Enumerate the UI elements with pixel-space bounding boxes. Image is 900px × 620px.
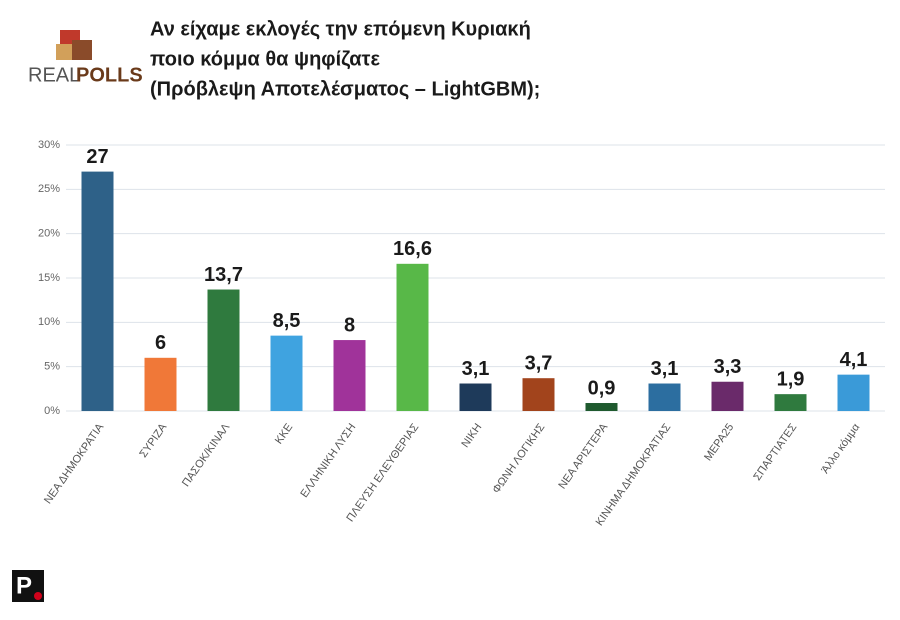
value-label: 3,7 xyxy=(525,352,553,374)
x-tick-label: ΣΠΑΡΤΙΑΤΕΣ xyxy=(751,421,799,483)
logo-text: REAL xyxy=(28,64,80,86)
brand-mark-text: P xyxy=(16,572,32,599)
value-label: 4,1 xyxy=(840,349,868,371)
bar xyxy=(396,263,429,411)
bar xyxy=(144,357,177,411)
value-label: 6 xyxy=(155,332,166,354)
bar xyxy=(333,340,366,411)
y-tick-label: 0% xyxy=(44,405,60,417)
value-label: 3,1 xyxy=(462,358,490,380)
x-tick-label: ΠΑΣΟΚ/ΚΙΝΑΛ xyxy=(180,421,233,489)
chart-title: Αν είχαμε εκλογές την επόμενη Κυριακή xyxy=(150,18,531,40)
x-tick-label: ΚΙΝΗΜΑ ΔΗΜΟΚΡΑΤΙΑΣ xyxy=(594,421,674,528)
x-tick-label: ΕΛΛΗΝΙΚΗ ΛΥΣΗ xyxy=(298,421,358,499)
bar xyxy=(207,289,240,411)
logo-text: POLLS xyxy=(76,64,143,86)
brand-dot xyxy=(34,592,42,600)
x-tick-label: Άλλο κόμμα xyxy=(819,421,862,476)
value-label: 13,7 xyxy=(204,264,243,286)
y-tick-label: 25% xyxy=(38,183,60,195)
x-tick-label: ΝΙΚΗ xyxy=(459,421,484,449)
value-label: 0,9 xyxy=(588,377,616,399)
value-label: 3,1 xyxy=(651,358,679,380)
logo-cube xyxy=(56,44,72,60)
value-label: 3,3 xyxy=(714,356,742,378)
bar xyxy=(711,381,744,411)
x-tick-label: ΣΥΡΙΖΑ xyxy=(137,421,169,460)
bar xyxy=(270,335,303,411)
y-tick-label: 30% xyxy=(38,139,60,151)
x-tick-label: ΠΛΕΥΣΗ ΕΛΕΥΘΕΡΙΑΣ xyxy=(344,421,421,524)
x-tick-label: ΜΕΡΑ25 xyxy=(702,422,736,464)
logo: REAL POLLS xyxy=(28,30,143,86)
x-tick-label: ΝΕΑ ΑΡΙΣΤΕΡΑ xyxy=(556,421,610,491)
y-tick-label: 15% xyxy=(38,272,60,284)
x-tick-label: ΝΕΑ ΔΗΜΟΚΡΑΤΙΑ xyxy=(42,421,107,506)
bar xyxy=(774,394,807,411)
bar xyxy=(81,171,114,411)
value-label: 8,5 xyxy=(273,310,301,332)
logo-cube xyxy=(72,40,92,60)
y-tick-label: 5% xyxy=(44,361,60,373)
bar xyxy=(648,383,681,411)
chart-title: (Πρόβλεψη Αποτελέσματος – LightGBM); xyxy=(150,78,540,100)
value-label: 1,9 xyxy=(777,368,805,390)
bar xyxy=(837,374,870,411)
x-tick-label: ΚΚΕ xyxy=(273,422,295,447)
y-tick-label: 10% xyxy=(38,316,60,328)
bar xyxy=(522,378,555,411)
value-label: 27 xyxy=(86,146,108,168)
chart-title: ποιο κόμμα θα ψηφίζατε xyxy=(150,48,380,70)
value-label: 8 xyxy=(344,314,355,336)
x-tick-label: ΦΩΝΗ ΛΟΓΙΚΗΣ xyxy=(490,421,547,495)
y-tick-label: 20% xyxy=(38,228,60,240)
bar xyxy=(459,383,492,411)
value-label: 16,6 xyxy=(393,238,432,260)
bar xyxy=(585,403,618,411)
